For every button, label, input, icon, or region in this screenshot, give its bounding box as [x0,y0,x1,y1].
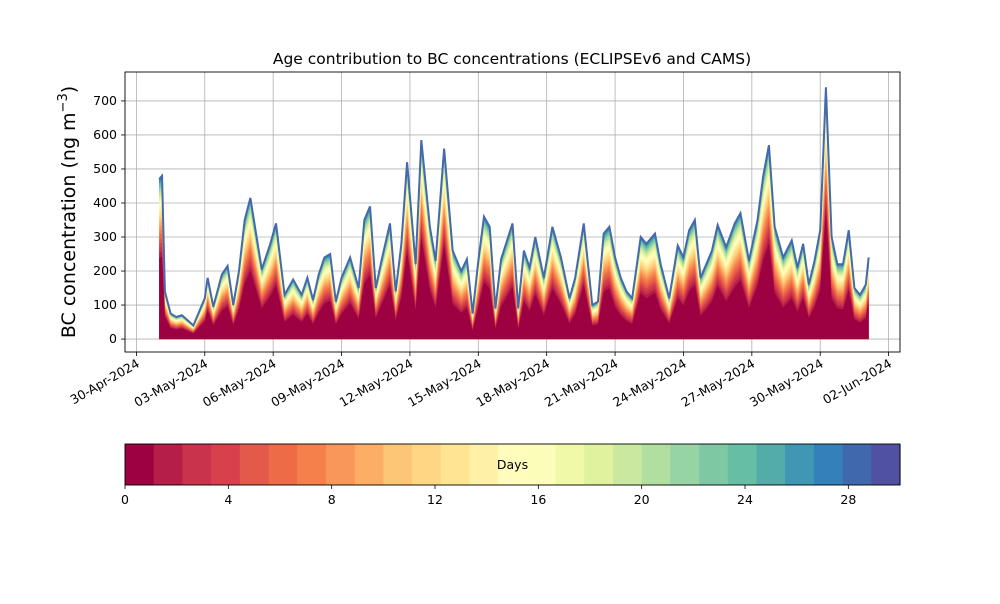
y-tick-label: 100 [93,297,117,312]
colorbar-swatch [756,444,786,485]
colorbar-swatch [670,444,700,485]
colorbar-swatch [584,444,614,485]
colorbar-swatch [268,444,298,485]
total-outline [158,87,870,328]
colorbar-swatch [412,444,442,485]
y-tick-label: 300 [93,229,117,244]
colorbar-swatch [727,444,758,485]
y-axis-label: BC concentration (ng m−3) [56,86,80,338]
y-tick-label: 600 [93,127,117,142]
colorbar-legend: Days 0 4 8 12 16 20 24 28 [121,443,901,507]
area-layer [158,87,870,340]
x-tick-label: 18-May-2024 [473,356,552,410]
colorbar-swatch [354,444,384,485]
colorbar-swatch [699,444,729,485]
colorbar-swatch [211,444,241,485]
colorbar-swatch [469,444,499,485]
x-tick-label: 27-May-2024 [678,356,757,410]
colorbar-frame [124,443,901,486]
x-tick-label: 30-May-2024 [747,356,826,410]
x-tick-labels: 30-Apr-202403-May-202406-May-202409-May-… [67,352,894,410]
colorbar-swatch [153,444,184,485]
x-tick-label: 06-May-2024 [200,356,279,410]
colorbar-tick-label: 12 [427,492,443,507]
colorbar-tick-label: 0 [121,492,129,507]
colorbar-swatch [555,444,585,485]
colorbar-swatch [526,444,557,485]
y-tick-label: 0 [109,331,117,346]
x-tick-label: 30-Apr-2024 [67,356,141,408]
colorbar-swatch [125,444,155,485]
colorbar-tick-label: 20 [634,492,650,507]
colorbar-swatch [813,444,844,485]
colorbar-tick-label: 4 [224,492,232,507]
colorbar-tick-label: 8 [328,492,336,507]
colorbar-label: Days [497,457,528,472]
colorbar-swatch [612,444,643,485]
colorbar-swatch [440,444,471,485]
colorbar-swatch [641,444,671,485]
frame-layer [124,71,901,353]
x-tick-label: 21-May-2024 [542,356,621,410]
y-tick-labels: 0 100 200 300 400 500 600 700 [93,93,125,346]
colorbar-tick-label: 24 [737,492,753,507]
y-tick-label: 200 [93,263,117,278]
colorbar-tick-label: 16 [530,492,546,507]
y-tick-label: 500 [93,161,117,176]
y-tick-label: 400 [93,195,117,210]
colorbar-swatch [182,444,212,485]
age-band-area [159,211,869,340]
y-axis-label-sup: −3 [56,93,71,112]
colorbar-swatch [842,444,872,485]
y-tick-label: 700 [93,93,117,108]
y-axis-label-close: ) [58,86,80,93]
plot-frame [124,71,901,353]
y-axis-label-base: BC concentration (ng m [58,112,80,338]
chart-title: Age contribution to BC concentrations (E… [273,50,751,68]
x-tick-label: 09-May-2024 [268,356,347,410]
colorbar-swatch [498,444,528,485]
x-tick-label: 24-May-2024 [610,356,689,410]
x-tick-label: 02-Jun-2024 [820,356,894,407]
x-tick-label: 03-May-2024 [131,356,210,410]
colorbar-swatch [297,444,327,485]
x-tick-label: 15-May-2024 [405,356,484,410]
colorbar-tick-label: 28 [840,492,856,507]
colorbar-swatch [785,444,815,485]
colorbar-swatch [383,444,413,485]
colorbar-swatch [325,444,356,485]
colorbar-swatch [871,444,901,485]
colorbar-swatch [239,444,270,485]
x-tick-label: 12-May-2024 [337,356,416,410]
